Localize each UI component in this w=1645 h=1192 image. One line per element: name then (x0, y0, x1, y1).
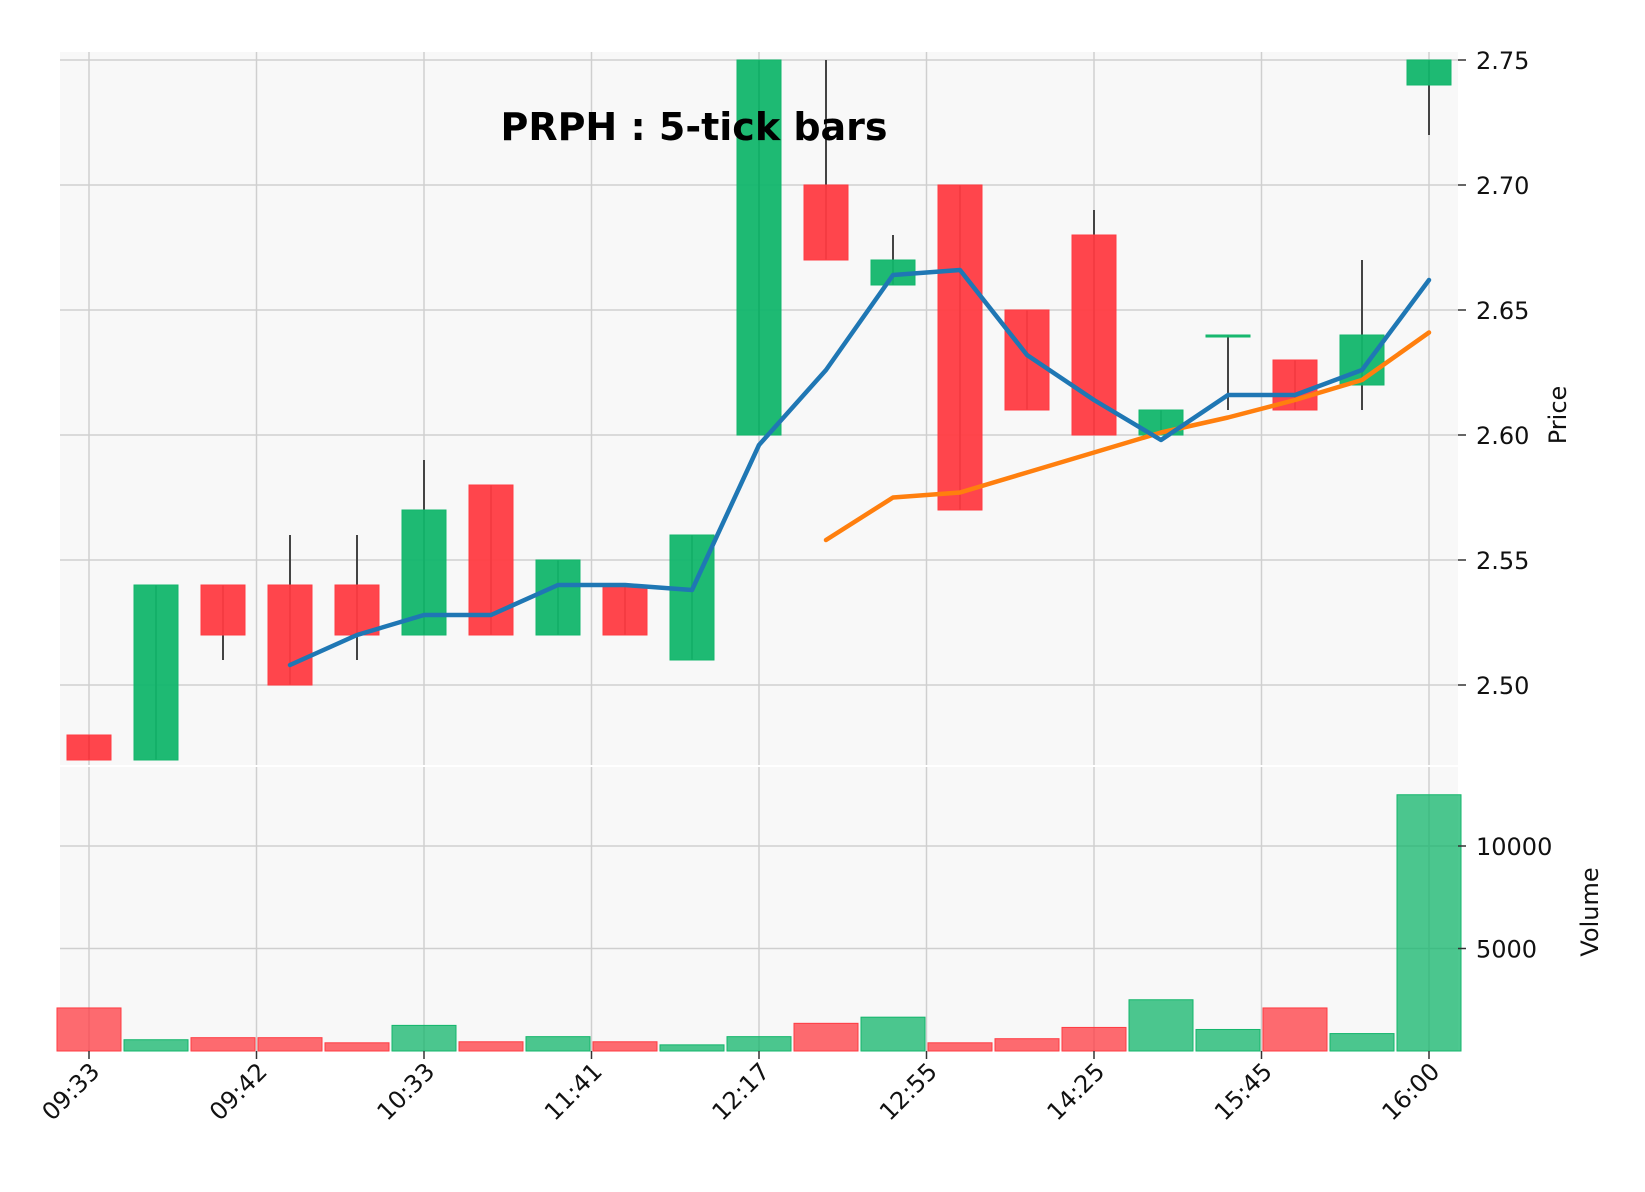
volume-axis-title: Volume (1576, 867, 1604, 956)
x-tick-label: 16:00 (1377, 1057, 1446, 1126)
chart-title: PRPH : 5-tick bars (500, 105, 887, 149)
volume-tick-label: 5000 (1476, 936, 1537, 964)
x-tick-label: 09:33 (37, 1057, 106, 1126)
volume-bar (592, 1041, 658, 1052)
x-tick-label: 09:42 (204, 1057, 273, 1126)
volume-bar (257, 1037, 323, 1052)
candle-body (267, 584, 313, 686)
candle-body (1205, 334, 1251, 338)
moving-average-lines (287, 267, 1432, 668)
volume-bar (56, 1007, 122, 1052)
x-tick-label: 12:17 (707, 1057, 776, 1126)
volume-bar (793, 1022, 859, 1052)
x-tick-label: 14:25 (1042, 1057, 1111, 1126)
volume-bar (190, 1037, 256, 1052)
volume-bar (1329, 1033, 1395, 1052)
x-tick-label: 12:55 (874, 1057, 943, 1126)
volume-bar (1262, 1007, 1328, 1052)
price-tick-label: 2.50 (1476, 672, 1529, 700)
volume-bar (726, 1036, 792, 1052)
volume-bar (659, 1044, 725, 1052)
candle-body (803, 184, 849, 261)
volume-tick-label: 10000 (1476, 833, 1552, 861)
candle-body (736, 59, 782, 436)
x-tick-label: 10:33 (372, 1057, 441, 1126)
x-tick-label: 15:45 (1209, 1057, 1278, 1126)
candle-body (133, 584, 179, 761)
volume-bar (1128, 999, 1194, 1052)
price-tick-label: 2.55 (1476, 547, 1529, 575)
candle-body (200, 584, 246, 636)
volume-bar (458, 1041, 524, 1052)
volume-bar (994, 1038, 1060, 1052)
candle-body (1071, 234, 1117, 436)
volume-bar (391, 1024, 457, 1052)
volume-bar (1195, 1028, 1261, 1052)
candle-body (334, 584, 380, 636)
volume-bar (324, 1042, 390, 1052)
candle-body (937, 184, 983, 511)
price-tick-label: 2.60 (1476, 422, 1529, 450)
volume-bar (1396, 794, 1462, 1052)
candle-body (66, 734, 112, 761)
price-tick-label: 2.75 (1476, 47, 1529, 75)
price-tick-label: 2.70 (1476, 172, 1529, 200)
candle-body (468, 484, 514, 636)
volume-bar (1061, 1026, 1127, 1052)
candle-body (1004, 309, 1050, 411)
candle-body (1406, 59, 1452, 86)
price-axis-title: Price (1544, 386, 1572, 445)
volume-bar (927, 1042, 993, 1052)
price-tick-label: 2.65 (1476, 297, 1529, 325)
candles (66, 59, 1452, 761)
ma-fast-line (287, 267, 1432, 668)
candle-body (535, 559, 581, 636)
volume-bar (123, 1039, 189, 1052)
ma-slow-line (823, 330, 1432, 543)
volume-bars (56, 794, 1462, 1052)
candle-body (602, 584, 648, 636)
volume-bar (860, 1016, 926, 1052)
volume-bar (525, 1036, 591, 1052)
x-tick-label: 11:41 (539, 1057, 608, 1126)
